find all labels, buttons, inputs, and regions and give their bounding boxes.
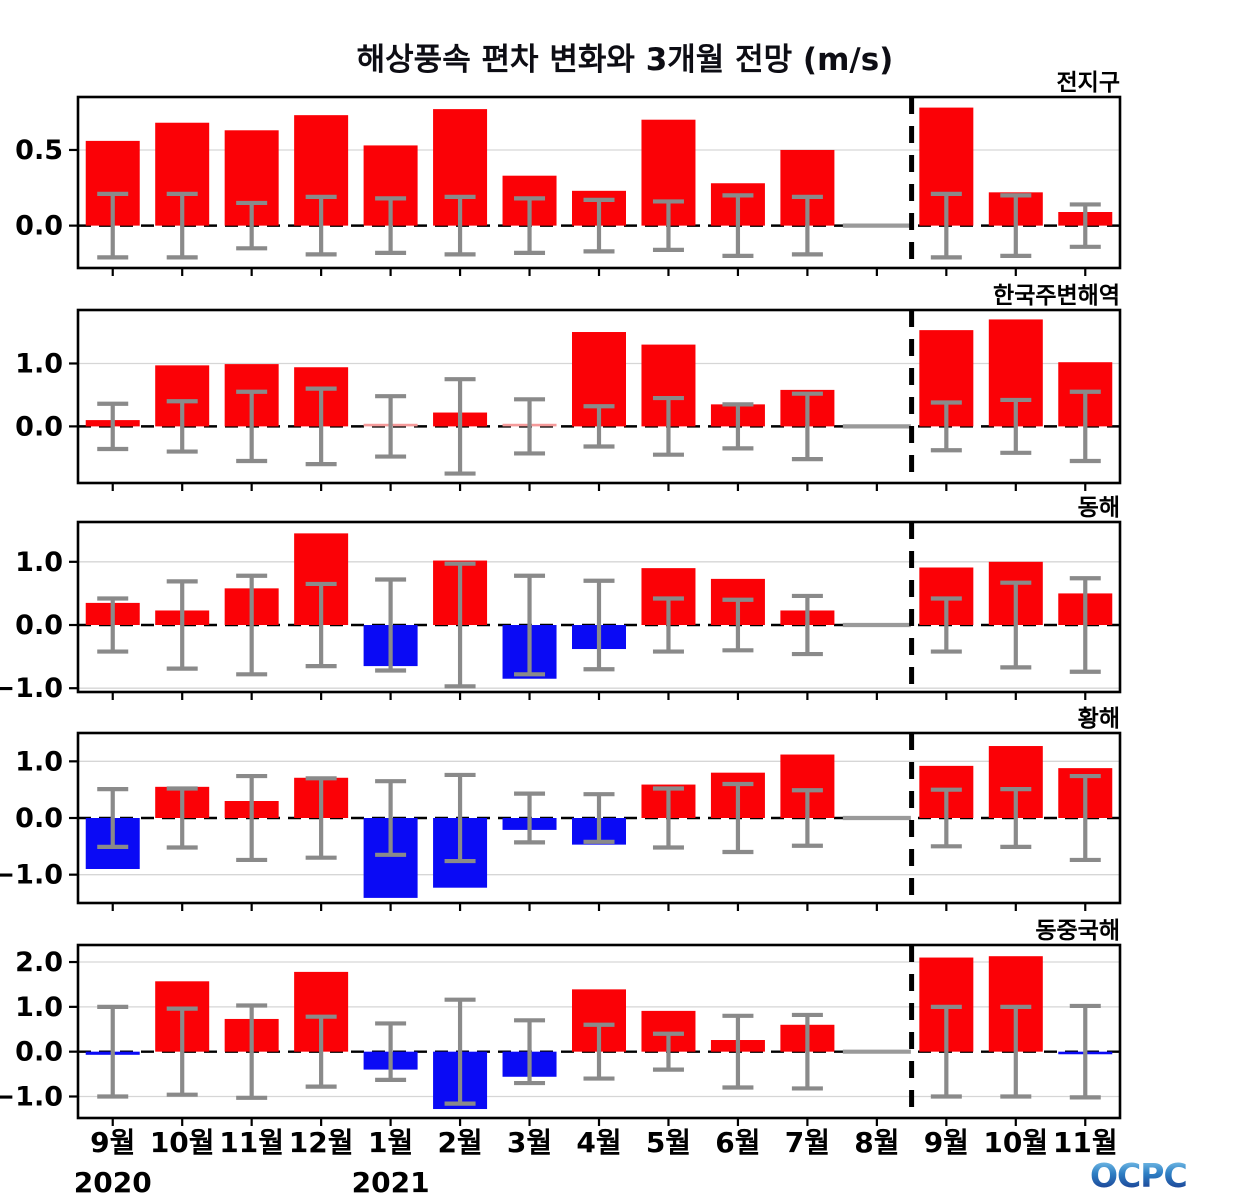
x-tick-label: 6월 xyxy=(715,1126,760,1159)
x-tick-label: 11월 xyxy=(219,1126,284,1159)
ocpc-logo: OCPC xyxy=(1090,1156,1188,1195)
x-tick-label: 9월 xyxy=(924,1126,969,1159)
year-label: 2021 xyxy=(352,1166,430,1199)
x-tick-label: 7월 xyxy=(785,1126,830,1159)
y-tick-label: −1.0 xyxy=(0,673,63,704)
panel-title: 동중국해 xyxy=(1035,918,1120,944)
y-tick-label: 0.0 xyxy=(15,411,63,442)
x-tick-label: 2월 xyxy=(437,1126,482,1159)
y-tick-label: 2.0 xyxy=(15,947,63,978)
x-tick-label: 10월 xyxy=(150,1126,215,1159)
y-tick-label: 1.0 xyxy=(15,547,63,578)
x-tick-label: 12월 xyxy=(289,1126,354,1159)
y-tick-label: 1.0 xyxy=(15,746,63,777)
y-tick-label: 0.0 xyxy=(15,1037,63,1068)
x-tick-label: 8월 xyxy=(854,1126,899,1159)
x-tick-label: 10월 xyxy=(983,1126,1048,1159)
y-tick-label: 0.0 xyxy=(15,803,63,834)
panel-title: 동해 xyxy=(1078,495,1120,521)
panel-title: 전지구 xyxy=(1057,70,1120,96)
chart-title: 해상풍속 편차 변화와 3개월 전망 (m/s) xyxy=(356,42,894,78)
year-label: 2020 xyxy=(74,1166,152,1199)
x-tick-label: 1월 xyxy=(368,1126,413,1159)
y-tick-label: 0.0 xyxy=(15,211,63,242)
y-tick-label: 0.5 xyxy=(15,135,63,166)
y-tick-label: −1.0 xyxy=(0,1081,63,1112)
panel-title: 한국주변해역 xyxy=(993,283,1120,309)
panel-title: 황해 xyxy=(1078,706,1120,732)
y-tick-label: −1.0 xyxy=(0,860,63,891)
x-tick-label: 9월 xyxy=(90,1126,135,1159)
x-tick-label: 3월 xyxy=(507,1126,552,1159)
y-tick-label: 1.0 xyxy=(15,348,63,379)
x-tick-label: 4월 xyxy=(576,1126,621,1159)
y-tick-label: 1.0 xyxy=(15,992,63,1023)
x-tick-label: 11월 xyxy=(1053,1126,1118,1159)
ocpc-logo-text: OCPC xyxy=(1090,1156,1187,1195)
y-tick-label: 0.0 xyxy=(15,610,63,641)
x-tick-label: 5월 xyxy=(646,1126,691,1159)
